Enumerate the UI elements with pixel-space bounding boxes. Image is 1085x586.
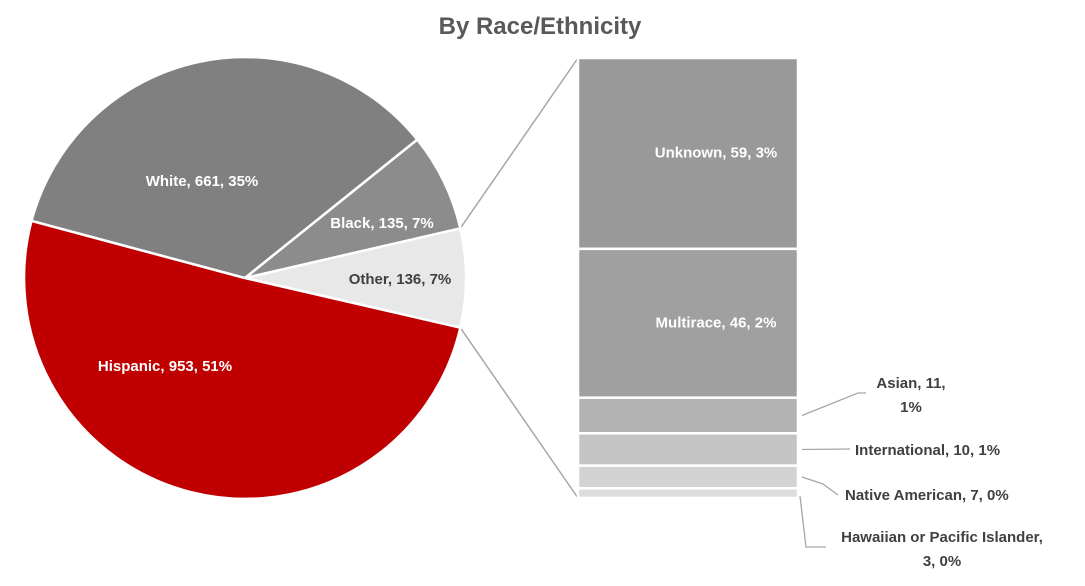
pie-slice-white bbox=[29, 55, 420, 280]
pie-label-black: Black, 135, 7% bbox=[330, 215, 433, 232]
chart-title: By Race/Ethnicity bbox=[439, 13, 642, 40]
connector-line-bottom bbox=[459, 327, 579, 499]
pie-slice-hispanic bbox=[22, 219, 462, 501]
pie bbox=[22, 55, 468, 501]
bar-label-asian: Asian, 11, bbox=[876, 375, 945, 392]
pie-label-white: White, 661, 35% bbox=[146, 173, 259, 190]
pie-label-hispanic: Hispanic, 953, 51% bbox=[98, 358, 232, 375]
bar-label-unknown: Unknown, 59, 3% bbox=[655, 144, 778, 161]
breakdown-labels: Unknown, 59, 3% Multirace, 46, 2% Asian, 1… bbox=[655, 144, 1043, 570]
leader-line-native-american bbox=[801, 476, 839, 496]
bar-segment-international bbox=[576, 432, 800, 467]
pie-label-other: Other, 136, 7% bbox=[349, 271, 452, 288]
leader-line-asian bbox=[801, 392, 866, 417]
bar-label-hawaiian-or-pacific-islander-line-2: 3, 0% bbox=[923, 553, 961, 570]
connector-lines bbox=[459, 57, 579, 499]
bar-label-native-american: Native American, 7, 0% bbox=[845, 487, 1009, 504]
leader-line-international bbox=[801, 448, 851, 451]
connector-line-top bbox=[459, 57, 579, 229]
pie-labels: Other, 136, 7% Hispanic, 953, 51% White, 6… bbox=[98, 173, 451, 375]
bar-label-multirace: Multirace, 46, 2% bbox=[656, 314, 777, 331]
bar-segment-asian bbox=[576, 396, 800, 435]
bar-segment-unknown bbox=[576, 56, 800, 251]
breakdown-bar bbox=[576, 56, 800, 500]
bar-segment-multirace bbox=[576, 247, 800, 399]
bar-label-asian-line-2: 1% bbox=[900, 399, 922, 416]
bar-segment-native-american bbox=[576, 464, 800, 490]
bar-label-international: International, 10, 1% bbox=[855, 442, 1000, 459]
pie-slice-other bbox=[244, 226, 468, 330]
leader-line-hawaiian-or-pacific-islander bbox=[799, 496, 826, 548]
pie-slice-black bbox=[244, 137, 462, 280]
bar-label-hawaiian-or-pacific-islander: Hawaiian or Pacific Islander, bbox=[841, 529, 1043, 546]
bar-segment-hawaiian-or-pacific-islander bbox=[576, 487, 800, 500]
